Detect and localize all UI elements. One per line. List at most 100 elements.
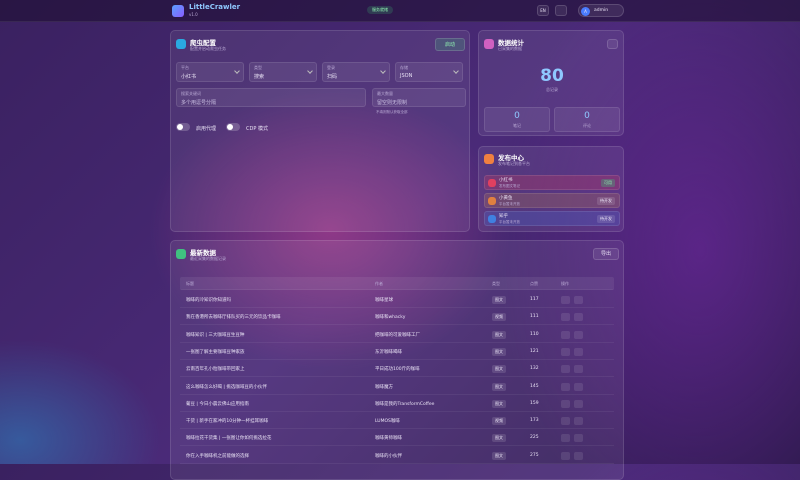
toggle[interactable]	[226, 123, 240, 131]
cell-author: 东沂咖啡喝啡	[375, 349, 402, 355]
toggle-label: CDP 模式	[246, 126, 268, 132]
cell-title: 这么咖啡怎么好喝 | 挑选咖啡豆的小伙伴	[186, 384, 267, 390]
cell-title: 干货 | 新手在家冲的10分钟一杯挂耳咖啡	[186, 419, 269, 425]
table-icon	[176, 249, 186, 259]
cell-title: 我在香港所去咖啡厅排队买的三元的饮品卡咖啡	[186, 315, 281, 321]
table-row	[180, 396, 614, 412]
theme-button[interactable]	[555, 5, 567, 16]
select[interactable]: 登录 扫码	[322, 62, 390, 82]
cell-type: 图文	[492, 330, 506, 339]
avatar: A	[581, 7, 590, 16]
field-label: 平台	[181, 65, 189, 70]
cell-author: 咖啡是我的TransformCoffee	[375, 401, 435, 407]
platform-badge: 待开发	[597, 215, 615, 223]
cell-author: 咖啡和whacky	[375, 315, 406, 321]
cell-type: 图文	[492, 296, 506, 304]
view-button[interactable]	[561, 313, 570, 322]
toggle[interactable]	[176, 123, 190, 131]
view-button[interactable]	[561, 347, 570, 356]
open-button[interactable]	[574, 296, 583, 304]
platform-desc: 发布图文笔记	[499, 184, 520, 188]
stat-label: 评论	[583, 123, 591, 128]
select[interactable]: 存储 JSON	[395, 62, 463, 82]
view-button[interactable]	[561, 296, 570, 304]
cell-title: 咖啡的冷知识你知道吗	[186, 298, 231, 303]
view-button[interactable]	[561, 399, 570, 408]
stat-card: 0 评论	[554, 107, 620, 132]
cell-likes: 117	[530, 297, 539, 302]
placeholder: 留空则无限制	[377, 100, 408, 106]
field-label: 最大数量	[377, 91, 393, 96]
table-row	[180, 327, 614, 343]
stats-icon	[484, 39, 494, 49]
platform-name: 小黄鱼	[499, 196, 513, 201]
cell-likes: 225	[530, 435, 539, 441]
open-button[interactable]	[574, 382, 583, 391]
config-subtitle: 配置并启动爬虫任务	[190, 46, 226, 51]
keywords-input[interactable]: 搜索关键词 多个用逗号分隔	[176, 88, 366, 107]
view-button[interactable]	[561, 330, 570, 339]
refresh-button[interactable]	[607, 39, 618, 49]
table-header	[180, 277, 614, 290]
table-row	[180, 292, 614, 308]
field-value: 搜索	[254, 74, 265, 80]
view-button[interactable]	[561, 382, 570, 391]
cell-type: 图文	[492, 451, 506, 460]
user-menu[interactable]: A admin	[578, 4, 624, 17]
cell-likes: 121	[530, 348, 539, 354]
cell-title: 一张图了解主要咖啡豆种家族	[186, 349, 245, 355]
toggle-label: 启用代理	[196, 126, 217, 132]
start-button[interactable]: 启动	[435, 38, 465, 51]
platform-icon	[488, 215, 496, 223]
cell-author: 平日成功100斤的咖啡	[375, 367, 420, 373]
cell-title: 云南百年孔小粒咖啡带回家上	[186, 367, 245, 373]
platform-item[interactable]: 小黄鱼 平台暂未开放 待开发	[484, 193, 620, 208]
publish-subtitle: 发布笔记到各平台	[498, 161, 530, 166]
select[interactable]: 平台 小红书	[176, 62, 244, 82]
cell-author: 咖啡黄师咖啡	[375, 436, 402, 442]
total-label: 总记录	[546, 87, 558, 92]
cell-author: LUMOS咖啡	[375, 419, 400, 425]
select[interactable]: 类型 搜索	[249, 62, 317, 82]
field-value: JSON	[400, 73, 413, 79]
cell-likes: 275	[530, 452, 539, 458]
platform-item[interactable]: 小红书 发布图文笔记 可用	[484, 175, 620, 190]
open-button[interactable]	[574, 417, 583, 426]
open-button[interactable]	[574, 365, 583, 374]
cell-likes: 132	[530, 366, 539, 372]
table-subtitle: 最近采集的数据记录	[190, 256, 226, 261]
max-input[interactable]: 最大数量 留空则无限制	[372, 88, 466, 107]
column-header: 标题	[186, 281, 194, 286]
total-value: 80	[540, 66, 564, 86]
open-button[interactable]	[574, 451, 583, 460]
view-button[interactable]	[561, 451, 570, 460]
stats-panel: 数据统计 已采集的数据 80 总记录 0 笔记 0 评论	[478, 30, 624, 136]
table-row	[180, 448, 614, 464]
export-button[interactable]: 导出	[593, 248, 619, 260]
platform-item[interactable]: 知乎 平台暂未开放 待开发	[484, 211, 620, 226]
publish-panel: 发布中心 发布笔记到各平台 小红书 发布图文笔记 可用 小黄鱼 平台暂未开放 待开发 知乎平…	[478, 146, 624, 232]
cell-type: 图文	[492, 347, 506, 356]
platform-badge: 待开发	[597, 197, 615, 205]
cell-title: 咖啡知识 | 三大咖啡豆生豆种	[186, 332, 245, 338]
chevron	[307, 68, 313, 74]
cell-likes: 111	[530, 314, 539, 320]
view-button[interactable]	[561, 417, 570, 426]
open-button[interactable]	[574, 399, 583, 408]
table-row	[180, 379, 614, 395]
field-label: 搜索关键词	[181, 91, 201, 96]
column-header: 点赞	[530, 281, 538, 286]
platform-icon	[488, 197, 496, 205]
stats-subtitle: 已采集的数据	[498, 46, 522, 51]
table-title: 最新数据	[190, 249, 216, 257]
open-button[interactable]	[574, 434, 583, 443]
view-button[interactable]	[561, 434, 570, 443]
open-button[interactable]	[574, 347, 583, 356]
platform-name: 小红书	[499, 178, 513, 183]
hint: 不填则默认获取全部	[376, 110, 408, 114]
open-button[interactable]	[574, 313, 583, 322]
open-button[interactable]	[574, 330, 583, 339]
lang-button[interactable]: EN	[537, 5, 549, 16]
view-button[interactable]	[561, 365, 570, 374]
